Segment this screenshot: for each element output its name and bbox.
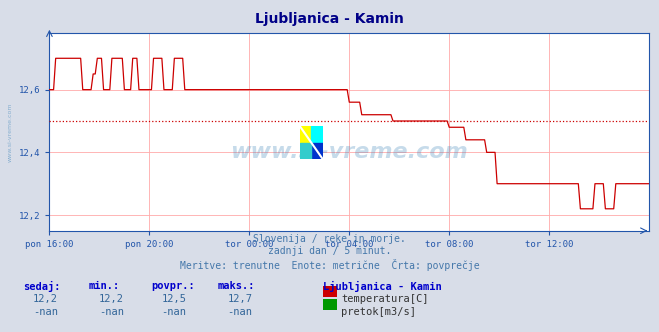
Text: povpr.:: povpr.: <box>152 281 195 290</box>
Text: maks.:: maks.: <box>217 281 255 290</box>
Text: 12,2: 12,2 <box>33 294 58 304</box>
Text: Ljubljanica - Kamin: Ljubljanica - Kamin <box>323 281 442 291</box>
Bar <box>312 126 323 143</box>
Bar <box>300 143 312 159</box>
Text: Slovenija / reke in morje.: Slovenija / reke in morje. <box>253 234 406 244</box>
Text: Meritve: trenutne  Enote: metrične  Črta: povprečje: Meritve: trenutne Enote: metrične Črta: … <box>180 259 479 271</box>
Text: sedaj:: sedaj: <box>23 281 61 291</box>
Text: 12,7: 12,7 <box>227 294 252 304</box>
Bar <box>300 126 312 143</box>
Text: -nan: -nan <box>99 307 124 317</box>
Text: pretok[m3/s]: pretok[m3/s] <box>341 307 416 317</box>
Text: www.si-vreme.com: www.si-vreme.com <box>8 102 13 162</box>
Text: www.si-vreme.com: www.si-vreme.com <box>231 142 468 162</box>
Text: -nan: -nan <box>161 307 186 317</box>
Text: -nan: -nan <box>227 307 252 317</box>
Text: 12,2: 12,2 <box>99 294 124 304</box>
Text: Ljubljanica - Kamin: Ljubljanica - Kamin <box>255 12 404 26</box>
Bar <box>312 143 323 159</box>
Text: -nan: -nan <box>33 307 58 317</box>
Text: zadnji dan / 5 minut.: zadnji dan / 5 minut. <box>268 246 391 256</box>
Text: min.:: min.: <box>89 281 120 290</box>
Text: 12,5: 12,5 <box>161 294 186 304</box>
Text: temperatura[C]: temperatura[C] <box>341 294 429 304</box>
